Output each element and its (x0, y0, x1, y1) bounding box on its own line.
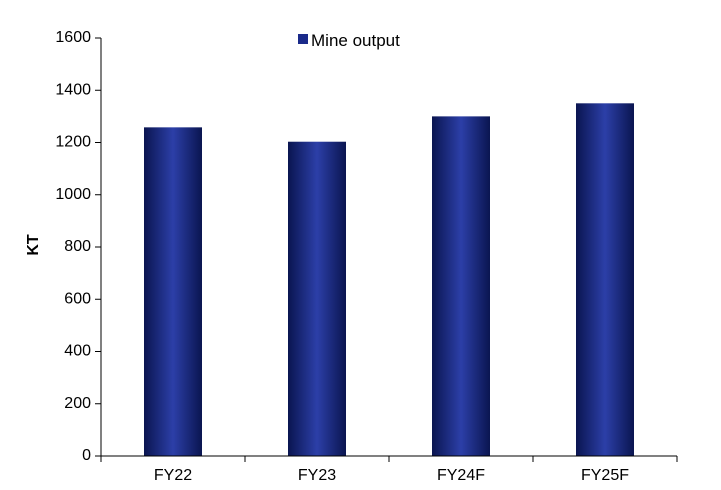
bar-series (144, 103, 634, 456)
y-tick-label: 600 (64, 290, 91, 307)
y-tick-label: 1000 (55, 186, 91, 203)
y-tick-label: 1600 (55, 29, 91, 46)
y-tick-label: 800 (64, 238, 91, 255)
legend-label: Mine output (311, 31, 400, 50)
y-axis-title: KT (25, 234, 42, 256)
y-tick-label: 1200 (55, 134, 91, 151)
y-tick-label: 1400 (55, 81, 91, 98)
bar (288, 141, 346, 456)
x-axis-ticks: FY22 FY23 FY24F FY25F (100, 456, 678, 484)
bar (576, 103, 634, 456)
x-tick-label: FY25F (581, 467, 629, 484)
y-tick-label: 400 (64, 343, 91, 360)
y-tick-label: 200 (64, 395, 91, 412)
y-tick-label: 0 (82, 447, 91, 464)
x-tick-label: FY22 (154, 467, 192, 484)
y-axis-ticks: 0 200 400 600 800 1000 1200 1400 1600 (55, 29, 101, 464)
legend-swatch (298, 34, 308, 44)
bar (144, 127, 202, 456)
x-tick-label: FY23 (298, 467, 336, 484)
bar (432, 116, 490, 456)
legend: Mine output (298, 31, 400, 50)
x-tick-label: FY24F (437, 467, 485, 484)
